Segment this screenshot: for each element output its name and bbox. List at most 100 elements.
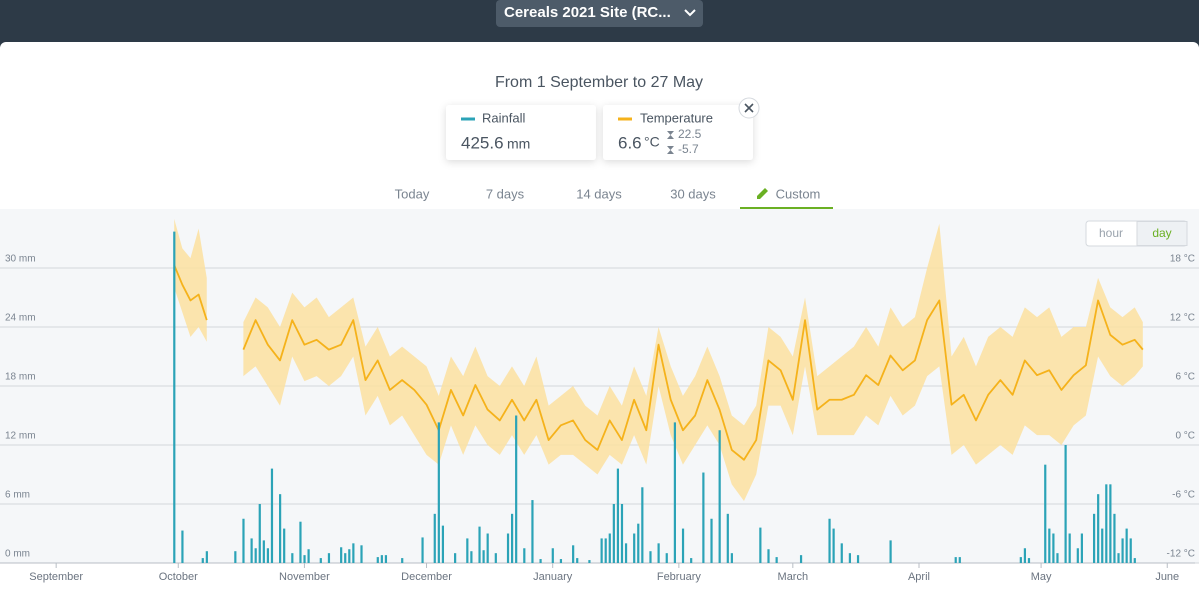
y2-tick-label: 0 °C bbox=[1175, 431, 1195, 442]
rain-bar bbox=[1080, 533, 1083, 563]
temperature-unit: °C bbox=[644, 134, 660, 150]
rain-bar bbox=[1019, 557, 1022, 563]
tab[interactable]: 30 days bbox=[670, 186, 716, 201]
rain-bar bbox=[433, 513, 436, 563]
rain-bar bbox=[494, 553, 497, 563]
x-tick-label: June bbox=[1155, 571, 1179, 583]
x-tick-label: April bbox=[908, 571, 930, 583]
rain-bar bbox=[1117, 553, 1120, 563]
dropdown-chevron bbox=[684, 9, 696, 17]
resolution-buttons: hour day bbox=[1099, 221, 1188, 246]
tab[interactable]: Today bbox=[395, 186, 430, 201]
rain-bar bbox=[454, 553, 457, 563]
site-dropdown[interactable] bbox=[496, 0, 703, 27]
rain-bar bbox=[641, 487, 644, 563]
rain-bar bbox=[234, 551, 237, 563]
active-resolution bbox=[1136, 221, 1188, 246]
x-tick-label: March bbox=[778, 571, 809, 583]
rain-bar bbox=[348, 549, 351, 563]
rain-bar bbox=[657, 543, 660, 563]
rain-bar bbox=[620, 504, 624, 563]
x-tick-label: September bbox=[29, 571, 83, 583]
temperature-line bbox=[242, 299, 1144, 461]
rain-bar bbox=[612, 504, 615, 563]
rain-bar bbox=[478, 526, 481, 563]
y-tick-label: 0 mm bbox=[5, 549, 30, 560]
rain-bar bbox=[600, 538, 603, 563]
rain-bar bbox=[291, 553, 294, 563]
x-tick-label: December bbox=[401, 571, 452, 583]
close-icon bbox=[744, 103, 754, 113]
rain-bar bbox=[352, 543, 355, 563]
rain-bar bbox=[856, 555, 860, 563]
rain-bar bbox=[1027, 558, 1031, 563]
rain-bar bbox=[181, 530, 184, 563]
temperature-line bbox=[173, 264, 208, 321]
x-tick-label: October bbox=[159, 571, 198, 583]
temperature-max: 22.5 bbox=[678, 127, 702, 141]
rain-bar bbox=[262, 540, 265, 563]
max-icon bbox=[667, 131, 674, 139]
rain-bar bbox=[201, 558, 204, 563]
rain-bar bbox=[726, 513, 729, 563]
y-tick-label: 12 mm bbox=[5, 431, 36, 442]
rain-bar bbox=[327, 553, 331, 563]
rain-bar bbox=[376, 557, 379, 563]
rain-bar bbox=[1092, 513, 1096, 563]
tab[interactable]: Custom bbox=[776, 186, 821, 201]
rain-bar bbox=[759, 527, 762, 563]
rain-bar bbox=[1125, 528, 1128, 563]
rain-bar bbox=[665, 553, 668, 563]
rain-bar bbox=[1109, 484, 1112, 563]
temperature-label: Temperature bbox=[640, 110, 713, 125]
tabs: Today 7 days 14 days 30 days Custom bbox=[395, 186, 833, 209]
rain-bar bbox=[690, 558, 693, 563]
rain-bar bbox=[470, 551, 473, 563]
resolution-button[interactable]: hour bbox=[1099, 226, 1123, 240]
rain-bar bbox=[266, 548, 270, 563]
rain-bar bbox=[319, 558, 322, 563]
rain-bar bbox=[283, 528, 286, 563]
tab[interactable]: 14 days bbox=[576, 186, 622, 201]
rain-bar bbox=[1023, 548, 1027, 563]
rain-bar bbox=[1068, 533, 1071, 563]
pencil-icon bbox=[757, 188, 768, 199]
temperature-range bbox=[174, 218, 207, 342]
rain-bar bbox=[344, 553, 347, 563]
rain-bar bbox=[889, 540, 892, 563]
rain-bar bbox=[1133, 558, 1136, 563]
resolution-button[interactable]: day bbox=[1152, 226, 1171, 240]
rain-bar bbox=[1105, 484, 1108, 563]
rain-bar bbox=[205, 551, 208, 563]
y2-tick-label: -6 °C bbox=[1172, 490, 1195, 501]
rain-bar bbox=[1113, 513, 1116, 563]
rain-bar bbox=[954, 557, 957, 563]
rain-bar bbox=[307, 549, 310, 563]
rain-bar bbox=[360, 545, 363, 563]
rain-bar bbox=[832, 528, 835, 563]
rain-bar bbox=[173, 231, 176, 563]
rain-bar bbox=[604, 538, 607, 563]
rainfall-unit: mm bbox=[507, 136, 530, 152]
rain-bar bbox=[681, 528, 685, 563]
y2-tick-label: -12 °C bbox=[1167, 549, 1195, 560]
rainfall-label: Rainfall bbox=[482, 110, 525, 125]
rain-bar bbox=[702, 472, 705, 563]
rainfall-card bbox=[446, 105, 596, 160]
rainfall-total: 425.6 bbox=[461, 133, 504, 152]
rain-bar bbox=[576, 558, 579, 563]
rain-bar bbox=[775, 557, 778, 563]
rain-bar bbox=[1064, 445, 1067, 563]
rain-bar bbox=[437, 422, 440, 563]
rain-bar bbox=[799, 555, 803, 563]
rain-bar bbox=[624, 543, 628, 563]
rain-bar bbox=[506, 533, 510, 563]
tab[interactable]: 7 days bbox=[486, 186, 525, 201]
rain-bar bbox=[1052, 533, 1055, 563]
rain-bar bbox=[551, 548, 554, 563]
rain-bar bbox=[588, 560, 591, 563]
rain-bar bbox=[539, 559, 542, 563]
range-title: From 1 September to 27 May bbox=[495, 74, 703, 91]
